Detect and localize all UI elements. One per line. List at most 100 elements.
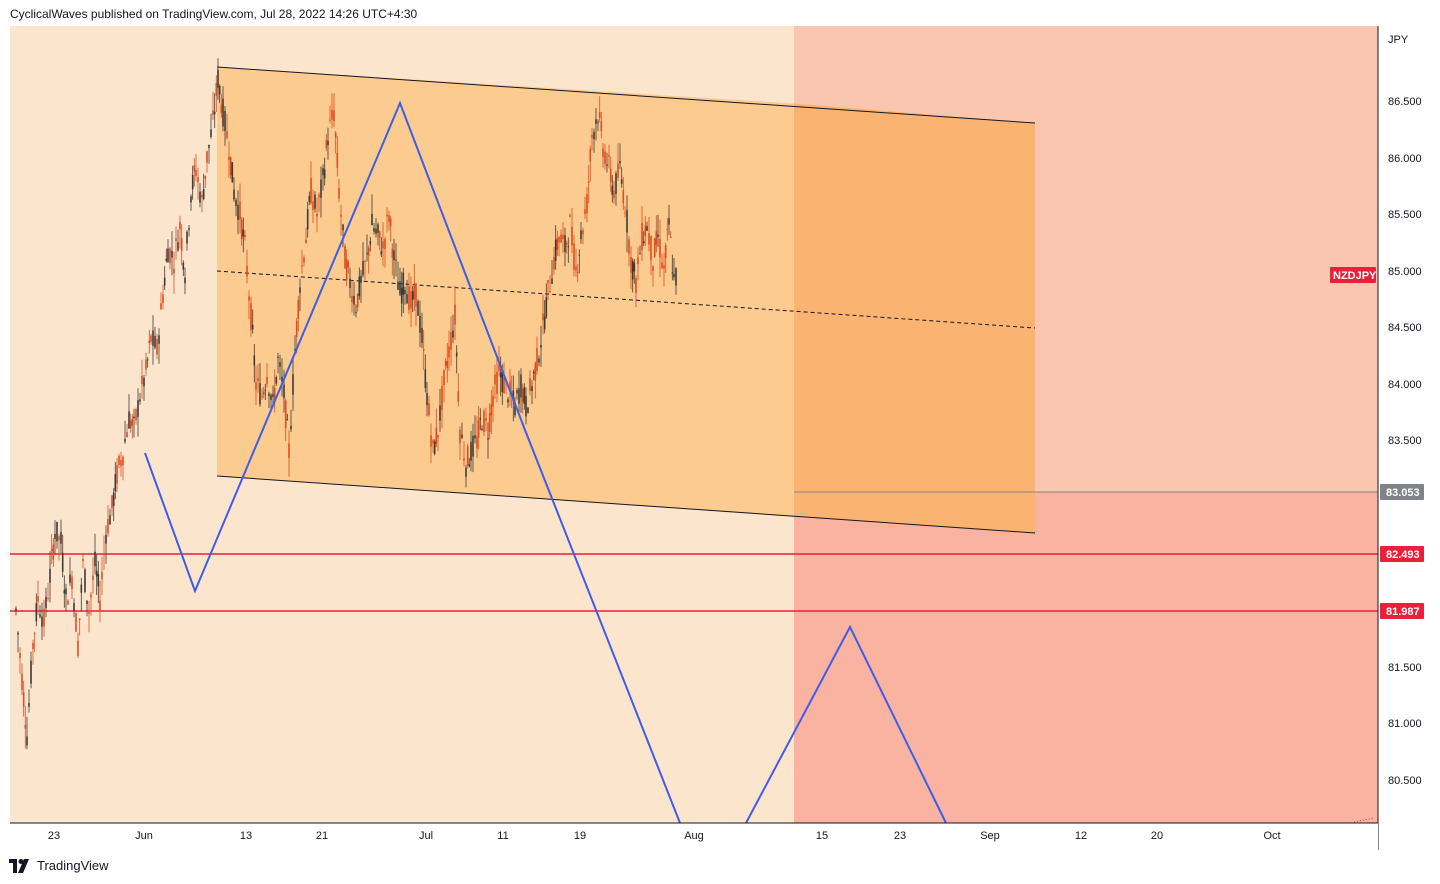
candle-body	[259, 383, 261, 405]
candle-body	[163, 277, 166, 286]
channel-upper-line[interactable]	[216, 66, 1036, 124]
price-tick-label: 83.500	[1388, 435, 1422, 447]
candle-body	[631, 260, 634, 280]
candle-body	[28, 703, 30, 707]
price-channel-projection[interactable]	[794, 103, 1035, 534]
candle-body	[397, 281, 399, 290]
candle-body	[455, 352, 458, 357]
candle-body	[619, 160, 621, 164]
candle-body	[26, 736, 28, 746]
candle-body	[430, 435, 432, 447]
candle-body	[382, 241, 384, 249]
candle-body	[644, 225, 647, 236]
candle-body	[182, 262, 185, 270]
candle-body	[244, 234, 246, 237]
wave-projection-path[interactable]	[745, 624, 947, 824]
candle-body	[180, 237, 183, 251]
candle-body	[512, 390, 515, 402]
candle-body	[45, 596, 47, 609]
candle-body	[415, 283, 417, 307]
price-tick-label: 86.500	[1388, 96, 1422, 108]
candle-body	[69, 574, 71, 583]
elliott-wave-path[interactable]	[144, 100, 681, 824]
candle-body	[586, 194, 588, 214]
candle-body	[351, 295, 353, 303]
candle-body	[498, 364, 500, 372]
candle-body	[333, 110, 335, 122]
candle-body	[210, 129, 212, 137]
candle-body	[578, 254, 581, 256]
candle-body	[549, 291, 551, 293]
candle-body	[186, 231, 188, 244]
candle-body	[327, 140, 329, 146]
time-tick-label: 12	[1075, 830, 1087, 842]
footer-brand[interactable]: TradingView	[9, 858, 109, 873]
candle-body	[518, 388, 520, 404]
candle-body	[567, 246, 570, 248]
candlestick-series	[15, 58, 677, 750]
candle-body	[297, 299, 300, 319]
candle-body	[393, 250, 395, 261]
candle-body	[101, 572, 103, 580]
price-tick-label: 81.500	[1388, 662, 1422, 674]
candle-body	[411, 291, 414, 300]
price-tag-symbol[interactable]: NZDJPY	[1330, 267, 1377, 283]
candle-body	[306, 209, 309, 230]
candle-body	[224, 110, 226, 131]
candle-body	[275, 376, 278, 384]
candle-body	[551, 278, 553, 284]
price-tag-81987[interactable]: 81.987	[1380, 603, 1424, 619]
candle-body	[472, 435, 474, 457]
candle-body	[336, 153, 339, 168]
time-axis-ticks: 23 Jun 13 21 Jul 11 19 Aug 15 23 Sep 12 20 Oct	[48, 830, 1281, 842]
candle-body	[659, 238, 661, 258]
candle-body	[184, 277, 186, 284]
candle-body	[99, 600, 101, 611]
candle-body	[375, 228, 377, 234]
candle-body	[165, 258, 168, 261]
candle-body	[419, 315, 421, 333]
candle-body	[488, 413, 491, 432]
dotted-marker	[1353, 817, 1375, 823]
candle-body	[648, 233, 650, 245]
candle-body	[160, 303, 162, 309]
candle-body	[111, 495, 113, 508]
candle-body	[606, 164, 608, 166]
candle-body	[367, 247, 370, 256]
candle-body	[228, 156, 230, 160]
candle-body	[389, 218, 392, 227]
candle-body	[279, 362, 281, 367]
candle-body	[148, 340, 151, 343]
price-tag-82493-label: 82.493	[1386, 549, 1420, 561]
candle-body	[554, 239, 557, 261]
candle-body	[94, 551, 96, 567]
candle-body	[124, 439, 126, 442]
candle-body	[312, 201, 314, 210]
candle-body	[540, 344, 542, 348]
candle-body	[487, 438, 489, 440]
price-channel[interactable]	[217, 67, 794, 517]
candle-body	[213, 111, 216, 115]
candle-body	[52, 544, 55, 560]
candle-body	[575, 266, 577, 271]
candle-body	[465, 467, 467, 477]
tradingview-logo-icon	[9, 858, 31, 873]
candle-body	[424, 369, 427, 388]
price-tick-label: 85.500	[1388, 209, 1422, 221]
candle-body	[507, 399, 509, 403]
price-tick-label: 86.000	[1388, 153, 1422, 165]
candle-body	[615, 173, 617, 194]
price-tag-82493[interactable]: 82.493	[1380, 546, 1424, 562]
candle-body	[639, 253, 641, 255]
price-axis[interactable]	[1378, 26, 1440, 850]
candle-body	[191, 175, 194, 190]
channel-median-line[interactable]	[216, 270, 1036, 329]
candle-body	[294, 349, 296, 351]
candle-body	[481, 428, 483, 430]
price-tag-83053[interactable]: 83.053	[1380, 484, 1424, 500]
candle-body	[520, 374, 522, 398]
candle-body	[584, 209, 586, 214]
channel-lower-line[interactable]	[216, 475, 1036, 534]
time-axis[interactable]	[10, 823, 1378, 850]
